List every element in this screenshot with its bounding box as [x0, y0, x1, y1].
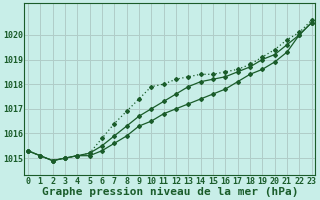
- X-axis label: Graphe pression niveau de la mer (hPa): Graphe pression niveau de la mer (hPa): [42, 187, 298, 197]
